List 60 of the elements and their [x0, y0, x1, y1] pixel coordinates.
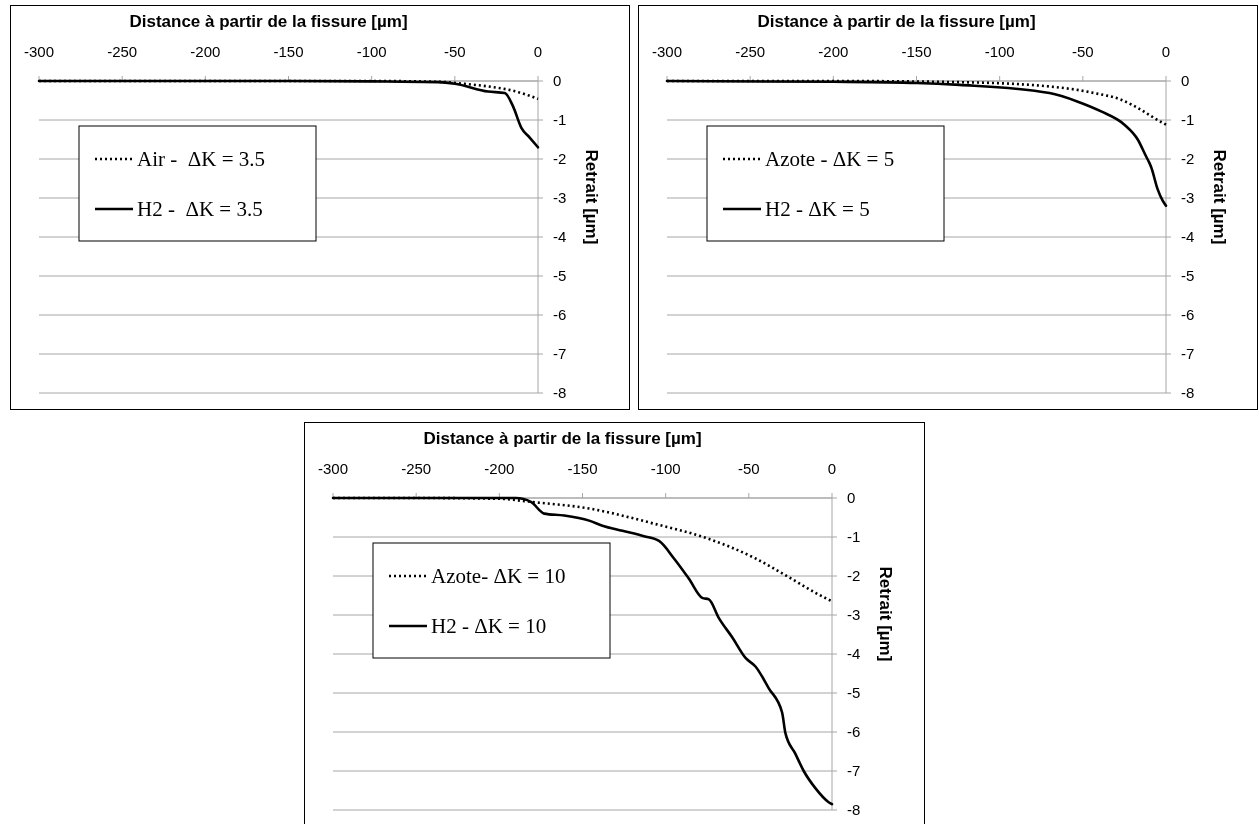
y-axis-title: Retrait [µm] [1210, 149, 1229, 245]
legend-label: Azote - ΔK = 5 [765, 147, 895, 172]
y-tick-label: -3 [847, 606, 861, 624]
x-tick-label: -300 [651, 43, 683, 60]
y-tick-label: -5 [1181, 267, 1195, 285]
x-tick-label: -250 [401, 460, 432, 477]
y-tick-label: -5 [847, 684, 861, 702]
y-tick-label: -1 [1181, 111, 1195, 129]
y-tick-label: -4 [1181, 228, 1195, 246]
y-axis-title: Retrait [µm] [876, 566, 895, 662]
x-tick-label: -150 [273, 43, 304, 60]
y-tick-label: -8 [847, 801, 861, 819]
x-tick-label: 0 [827, 460, 837, 477]
y-tick-label: -6 [847, 723, 861, 741]
y-tick-label: -2 [847, 567, 861, 585]
x-tick-label: -200 [484, 460, 515, 477]
y-tick-label: 0 [1181, 72, 1190, 90]
y-tick-label: -5 [553, 267, 567, 285]
x-axis-title: Distance à partir de la fissure [µm] [129, 12, 408, 31]
y-tick-label: -4 [553, 228, 567, 246]
x-tick-label: -250 [107, 43, 138, 60]
y-tick-label: -8 [1181, 384, 1195, 402]
x-tick-label: -200 [190, 43, 221, 60]
y-tick-label: -1 [553, 111, 567, 129]
y-tick-label: -7 [553, 345, 567, 363]
y-tick-label: -8 [553, 384, 567, 402]
x-tick-label: -300 [317, 460, 349, 477]
legend-label: Air - ΔK = 3.5 [137, 147, 265, 172]
y-tick-label: 0 [553, 72, 562, 90]
legend-label: H2 - ΔK = 3.5 [137, 197, 263, 222]
x-tick-label: -150 [567, 460, 598, 477]
legend-label: H2 - ΔK = 5 [765, 197, 870, 222]
x-tick-label: -200 [818, 43, 849, 60]
y-tick-label: -3 [553, 189, 567, 207]
y-tick-label: -6 [553, 306, 567, 324]
x-tick-label: -50 [1071, 43, 1094, 60]
x-tick-label: -50 [443, 43, 466, 60]
y-axis-title: Retrait [µm] [582, 149, 601, 245]
x-tick-label: -300 [23, 43, 55, 60]
y-tick-label: -2 [1181, 150, 1195, 168]
y-tick-label: -2 [553, 150, 567, 168]
x-tick-label: -150 [901, 43, 932, 60]
x-tick-label: -100 [984, 43, 1015, 60]
legend-label: H2 - ΔK = 10 [431, 614, 547, 639]
x-tick-label: -250 [735, 43, 766, 60]
legend-label: Azote- ΔK = 10 [431, 564, 566, 589]
y-tick-label: -3 [1181, 189, 1195, 207]
x-tick-label: 0 [1161, 43, 1171, 60]
x-tick-label: -100 [356, 43, 387, 60]
y-tick-label: -7 [847, 762, 861, 780]
y-tick-label: -4 [847, 645, 861, 663]
y-tick-label: -1 [847, 528, 861, 546]
x-tick-label: 0 [533, 43, 543, 60]
x-axis-title: Distance à partir de la fissure [µm] [423, 429, 702, 448]
x-tick-label: -100 [650, 460, 681, 477]
y-tick-label: -7 [1181, 345, 1195, 363]
y-tick-label: -6 [1181, 306, 1195, 324]
x-axis-title: Distance à partir de la fissure [µm] [757, 12, 1036, 31]
x-tick-label: -50 [737, 460, 760, 477]
y-tick-label: 0 [847, 489, 856, 507]
